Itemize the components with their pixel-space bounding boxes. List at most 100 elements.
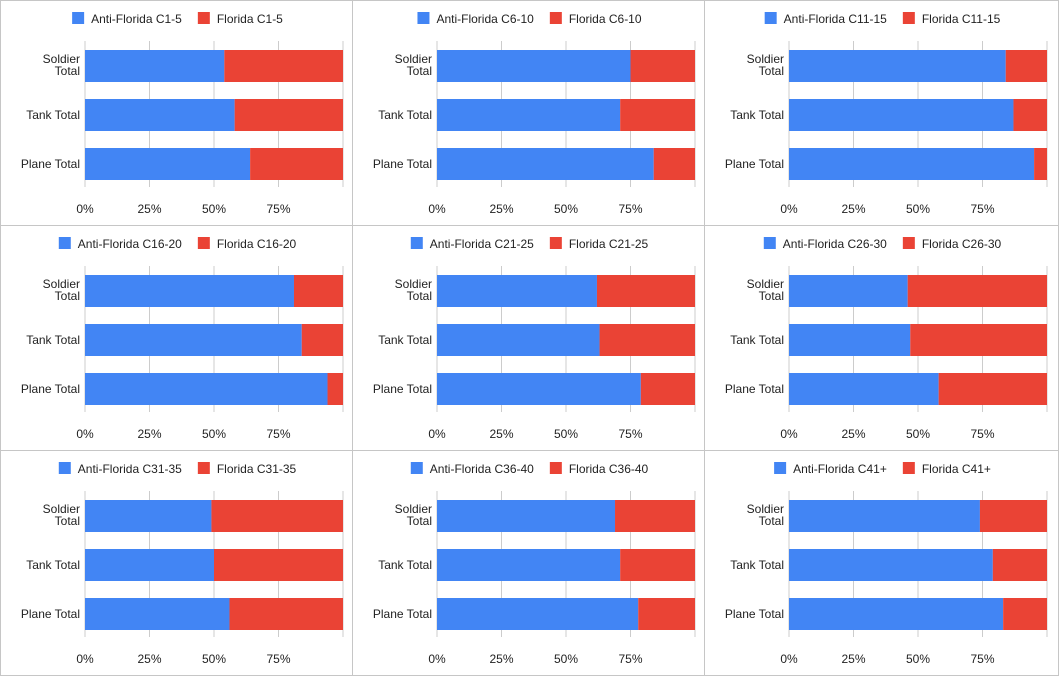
legend-item[interactable]: Florida C1-5 bbox=[197, 12, 283, 26]
bar-segment[interactable] bbox=[85, 373, 328, 405]
bar-segment[interactable] bbox=[85, 549, 214, 581]
x-tick-label: 75% bbox=[266, 652, 290, 666]
legend-item[interactable]: Anti-Florida C26-30 bbox=[763, 237, 887, 251]
legend-item[interactable]: Anti-Florida C41+ bbox=[774, 462, 887, 476]
bar-segment[interactable] bbox=[85, 50, 225, 82]
bar-segment[interactable] bbox=[437, 598, 639, 630]
legend-item[interactable]: Anti-Florida C36-40 bbox=[410, 462, 534, 476]
bar-segment[interactable] bbox=[615, 500, 695, 532]
bar-segment[interactable] bbox=[437, 50, 631, 82]
category-label: Tank Total bbox=[378, 558, 432, 572]
bar-segment[interactable] bbox=[437, 324, 600, 356]
bar-segment[interactable] bbox=[596, 275, 695, 307]
bar-segment[interactable] bbox=[437, 275, 597, 307]
bar-segment[interactable] bbox=[437, 549, 621, 581]
bar-segment[interactable] bbox=[250, 148, 343, 180]
bar-segment[interactable] bbox=[85, 598, 230, 630]
legend-item[interactable]: Anti-Florida C11-15 bbox=[764, 12, 887, 26]
legend-swatch bbox=[197, 237, 210, 249]
bar-segment[interactable] bbox=[437, 148, 654, 180]
bar-segment[interactable] bbox=[85, 500, 212, 532]
bar-segment[interactable] bbox=[327, 373, 343, 405]
legend-label: Anti-Florida C31-35 bbox=[78, 462, 182, 476]
bar-segment[interactable] bbox=[910, 324, 1047, 356]
legend-swatch bbox=[902, 462, 915, 474]
bar-segment[interactable] bbox=[653, 148, 695, 180]
legend-item[interactable]: Florida C6-10 bbox=[549, 12, 642, 26]
x-tick-label: 0% bbox=[76, 202, 94, 216]
bar-segment[interactable] bbox=[789, 148, 1035, 180]
chart-svg: Anti-Florida C21-25 Florida C21-25 Soldier… bbox=[373, 237, 696, 441]
x-tick-label: 25% bbox=[137, 202, 161, 216]
x-tick-label: 50% bbox=[202, 427, 226, 441]
bar-segment[interactable] bbox=[437, 373, 641, 405]
bar-segment[interactable] bbox=[789, 549, 993, 581]
bar-segment[interactable] bbox=[789, 598, 1004, 630]
bar-segment[interactable] bbox=[938, 373, 1047, 405]
bar-segment[interactable] bbox=[789, 324, 911, 356]
chart-panel: Anti-Florida C21-25 Florida C21-25 Soldier… bbox=[352, 225, 705, 451]
bar-segment[interactable] bbox=[640, 373, 695, 405]
legend-item[interactable]: Florida C11-15 bbox=[902, 12, 1001, 26]
category-label: Soldier Total bbox=[747, 502, 784, 528]
bar-segment[interactable] bbox=[85, 148, 251, 180]
legend-item[interactable]: Anti-Florida C31-35 bbox=[58, 462, 182, 476]
bar-segment[interactable] bbox=[293, 275, 343, 307]
legend-label: Florida C31-35 bbox=[217, 462, 297, 476]
bar-segment[interactable] bbox=[789, 500, 980, 532]
legend-item[interactable]: Florida C31-35 bbox=[197, 462, 297, 476]
legend-label: Florida C21-25 bbox=[569, 237, 649, 251]
bar-segment[interactable] bbox=[301, 324, 343, 356]
legend-item[interactable]: Florida C36-40 bbox=[549, 462, 649, 476]
legend-item[interactable]: Anti-Florida C1-5 bbox=[72, 12, 182, 26]
bar-segment[interactable] bbox=[789, 50, 1006, 82]
bar-segment[interactable] bbox=[638, 598, 695, 630]
bar-segment[interactable] bbox=[1013, 99, 1047, 131]
bar-segment[interactable] bbox=[85, 275, 294, 307]
bar-segment[interactable] bbox=[992, 549, 1047, 581]
legend-label: Florida C6-10 bbox=[569, 12, 642, 26]
category-label: Soldier Total bbox=[395, 52, 432, 78]
bar-segment[interactable] bbox=[599, 324, 695, 356]
bar-segment[interactable] bbox=[789, 373, 939, 405]
bar-segment[interactable] bbox=[1034, 148, 1047, 180]
x-tick-label: 50% bbox=[554, 652, 578, 666]
legend-item[interactable]: Florida C16-20 bbox=[197, 237, 297, 251]
legend-swatch bbox=[410, 462, 423, 474]
bar-segment[interactable] bbox=[620, 99, 695, 131]
legend-label: Florida C16-20 bbox=[217, 237, 297, 251]
bar-segment[interactable] bbox=[1003, 598, 1047, 630]
x-tick-label: 50% bbox=[906, 202, 930, 216]
bar-segment[interactable] bbox=[85, 324, 302, 356]
bar-segment[interactable] bbox=[1005, 50, 1047, 82]
bar-segment[interactable] bbox=[437, 99, 621, 131]
legend-item[interactable]: Florida C41+ bbox=[902, 462, 991, 476]
bar-segment[interactable] bbox=[630, 50, 696, 82]
bar-segment[interactable] bbox=[85, 99, 235, 131]
bar-segment[interactable] bbox=[789, 275, 908, 307]
legend-item[interactable]: Florida C21-25 bbox=[549, 237, 649, 251]
category-label: Plane Total bbox=[373, 607, 432, 621]
category-label: Plane Total bbox=[21, 382, 80, 396]
bar-segment[interactable] bbox=[229, 598, 343, 630]
bar-segment[interactable] bbox=[214, 549, 343, 581]
legend-item[interactable]: Florida C26-30 bbox=[902, 237, 1002, 251]
bar-segment[interactable] bbox=[620, 549, 695, 581]
legend-item[interactable]: Anti-Florida C21-25 bbox=[410, 237, 534, 251]
legend-label: Anti-Florida C6-10 bbox=[436, 12, 534, 26]
bar-segment[interactable] bbox=[789, 99, 1014, 131]
x-tick-label: 0% bbox=[428, 652, 446, 666]
legend-item[interactable]: Anti-Florida C16-20 bbox=[58, 237, 182, 251]
bar-segment[interactable] bbox=[211, 500, 343, 532]
legend-label: Florida C26-30 bbox=[922, 237, 1002, 251]
bar-segment[interactable] bbox=[234, 99, 343, 131]
bar-segment[interactable] bbox=[979, 500, 1047, 532]
bar-segment[interactable] bbox=[907, 275, 1047, 307]
legend-item[interactable]: Anti-Florida C6-10 bbox=[417, 12, 534, 26]
bar-segment[interactable] bbox=[224, 50, 343, 82]
legend-label: Florida C11-15 bbox=[922, 12, 1001, 26]
bar-segment[interactable] bbox=[437, 500, 616, 532]
chart-svg: Anti-Florida C6-10 Florida C6-10 Soldier To… bbox=[373, 12, 696, 216]
category-label: Plane Total bbox=[725, 607, 784, 621]
x-tick-label: 75% bbox=[266, 427, 290, 441]
